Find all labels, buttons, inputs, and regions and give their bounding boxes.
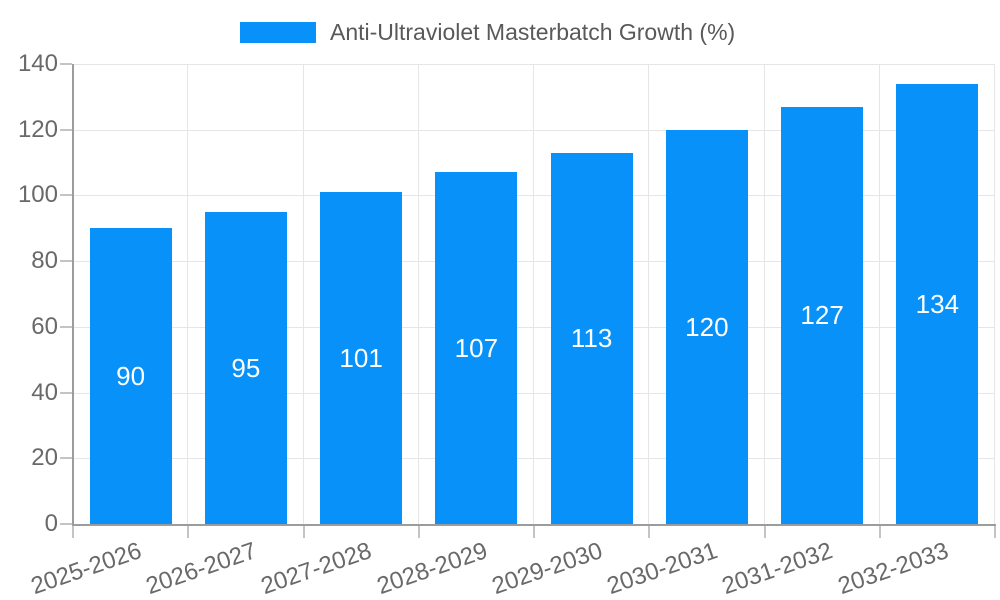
y-tick-label: 0 — [44, 510, 58, 537]
gridline-vertical — [187, 64, 189, 524]
legend-swatch — [240, 22, 316, 43]
bar[interactable]: 113 — [550, 152, 633, 524]
bar-value-label: 120 — [685, 311, 729, 342]
legend-label: Anti-Ultraviolet Masterbatch Growth (%) — [330, 19, 736, 45]
x-axis-tick — [187, 526, 190, 538]
x-axis-tick — [72, 526, 74, 538]
bar[interactable]: 90 — [89, 228, 172, 524]
y-tick-label: 140 — [17, 50, 58, 77]
gridline-vertical — [533, 64, 534, 524]
y-axis-line — [72, 64, 74, 524]
y-tick-label: 100 — [17, 181, 58, 209]
x-axis-label: 2031-2032 — [718, 537, 837, 600]
gridline-vertical — [302, 64, 304, 524]
x-axis-line — [72, 524, 996, 526]
bar-value-label: 95 — [231, 352, 261, 383]
y-axis-tick — [60, 523, 72, 525]
y-axis-tick — [60, 63, 72, 65]
x-axis-tick — [533, 526, 535, 538]
legend-item[interactable]: Anti-Ultraviolet Masterbatch Growth (%) — [240, 21, 735, 44]
x-axis-tick — [994, 526, 996, 538]
bar[interactable]: 134 — [896, 83, 979, 524]
x-axis-label: 2026-2027 — [142, 537, 261, 600]
bar-value-label: 90 — [116, 361, 146, 392]
y-axis-tick — [60, 391, 72, 394]
y-axis-tick — [60, 128, 72, 131]
gridline-horizontal — [73, 458, 995, 460]
gridline-horizontal — [73, 129, 995, 131]
y-axis-tick — [60, 260, 72, 263]
x-axis-label: 2027-2028 — [257, 537, 376, 600]
gridline-vertical — [878, 64, 880, 524]
y-axis-tick — [60, 325, 72, 328]
x-axis-label: 2032-2033 — [834, 537, 952, 600]
x-axis-tick — [763, 526, 766, 538]
bar[interactable]: 107 — [435, 172, 518, 524]
y-axis-tick — [60, 194, 72, 197]
bar[interactable]: 127 — [781, 106, 864, 524]
bar-value-label: 107 — [454, 333, 499, 364]
bar[interactable]: 120 — [665, 129, 748, 524]
gridline-horizontal — [73, 64, 995, 65]
y-tick-label: 120 — [17, 115, 58, 143]
x-axis-tick — [417, 526, 420, 538]
y-axis-tick — [60, 457, 72, 460]
gridline-horizontal — [73, 261, 995, 263]
y-tick-label: 80 — [31, 247, 58, 275]
bar[interactable]: 101 — [320, 192, 403, 524]
bar[interactable]: 95 — [204, 211, 287, 524]
gridline-vertical — [417, 64, 419, 524]
bar-value-label: 113 — [570, 323, 613, 354]
bar-value-label: 134 — [915, 288, 960, 319]
gridline-horizontal — [73, 392, 995, 394]
x-axis-label: 2030-2031 — [603, 537, 722, 600]
y-tick-label: 20 — [31, 444, 58, 472]
bar-value-label: 101 — [339, 343, 383, 374]
gridline-horizontal — [73, 326, 995, 328]
x-axis-label: 2028-2029 — [373, 537, 491, 600]
x-axis-tick — [302, 526, 305, 538]
gridline-vertical — [763, 64, 765, 524]
gridline-horizontal — [73, 195, 995, 197]
x-axis-tick — [648, 526, 651, 538]
gridline-vertical — [994, 64, 995, 524]
x-axis-label: 2025-2026 — [27, 537, 145, 600]
plot-area: 90 95 101 107 113 120 127 134 — [73, 64, 995, 524]
x-axis-tick — [878, 526, 881, 538]
y-tick-label: 60 — [31, 312, 58, 340]
y-tick-label: 40 — [31, 378, 58, 406]
gridline-vertical — [648, 64, 650, 524]
x-axis-label: 2029-2030 — [488, 537, 606, 600]
bar-value-label: 127 — [800, 300, 844, 331]
